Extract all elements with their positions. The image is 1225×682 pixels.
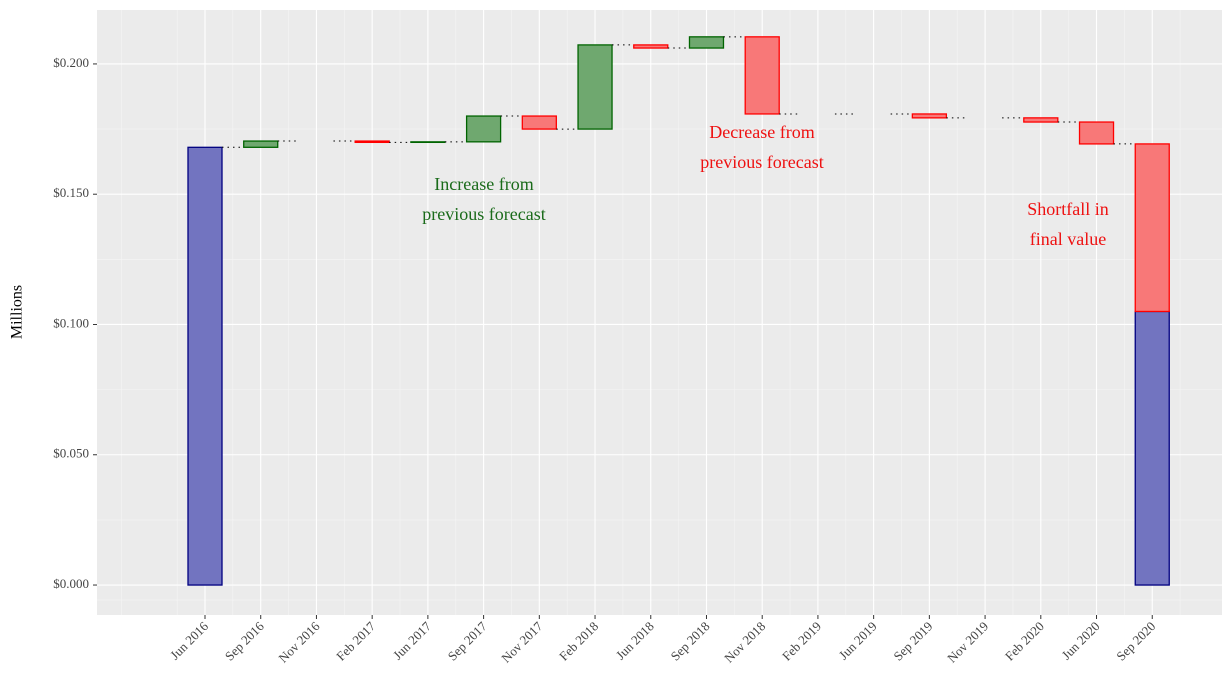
- x-tick-label: Jun 2020: [1059, 619, 1103, 663]
- x-tick-label: Nov 2016: [275, 618, 322, 665]
- x-tick-label: Jun 2018: [613, 619, 657, 663]
- annotation: Shortfall in: [1027, 199, 1109, 219]
- x-tick-label: Jun 2019: [836, 619, 880, 663]
- x-tick-label: Feb 2018: [556, 619, 601, 664]
- decrease-bar: [911, 113, 948, 119]
- x-tick-label: Feb 2017: [333, 618, 378, 663]
- x-tick-label: Sep 2016: [222, 618, 267, 663]
- x-tick-label: Nov 2017: [498, 618, 545, 665]
- decrease-bar: [1078, 121, 1115, 145]
- x-tick-label: Feb 2019: [779, 619, 824, 664]
- x-tick-label: Sep 2019: [890, 619, 935, 664]
- increase-bar: [243, 140, 279, 148]
- annotation: Increase from: [434, 174, 533, 194]
- x-tick-label: Feb 2020: [1002, 619, 1047, 664]
- annotation: previous forecast: [422, 204, 545, 224]
- increase-bar: [465, 115, 502, 143]
- plot-background: [97, 10, 1222, 615]
- decrease-bar: [1023, 117, 1059, 123]
- annotation: final value: [1030, 229, 1106, 249]
- x-tick-label: Jun 2017: [390, 618, 434, 662]
- decrease-bar: [354, 140, 390, 144]
- y-tick-label: $0.100: [53, 315, 89, 330]
- total-bar: [1134, 310, 1170, 586]
- x-tick-label: Nov 2019: [944, 619, 991, 666]
- increase-bar: [688, 36, 725, 49]
- x-tick-label: Jun 2016: [167, 618, 211, 662]
- annotation: Decrease from: [709, 122, 814, 142]
- decrease-bar: [521, 115, 557, 130]
- increase-bar: [410, 141, 446, 144]
- x-tick-label: Sep 2018: [668, 619, 713, 664]
- grid: [97, 10, 1222, 615]
- y-tick-label: $0.050: [53, 446, 89, 461]
- y-tick-label: $0.150: [53, 185, 89, 200]
- y-axis-label: Millions: [9, 285, 26, 339]
- decrease-bar: [744, 36, 780, 115]
- marks: [187, 36, 1170, 586]
- y-tick-label: $0.000: [53, 576, 89, 591]
- x-tick-label: Nov 2018: [721, 619, 768, 666]
- x-tick-label: Sep 2020: [1113, 619, 1158, 664]
- total-bar: [187, 146, 223, 586]
- annotation: previous forecast: [700, 152, 823, 172]
- increase-bar: [577, 44, 613, 130]
- shortfall-bar: [1134, 143, 1170, 313]
- x-tick-label: Sep 2017: [445, 618, 490, 663]
- y-tick-label: $0.200: [53, 55, 89, 70]
- decrease-bar: [633, 44, 669, 49]
